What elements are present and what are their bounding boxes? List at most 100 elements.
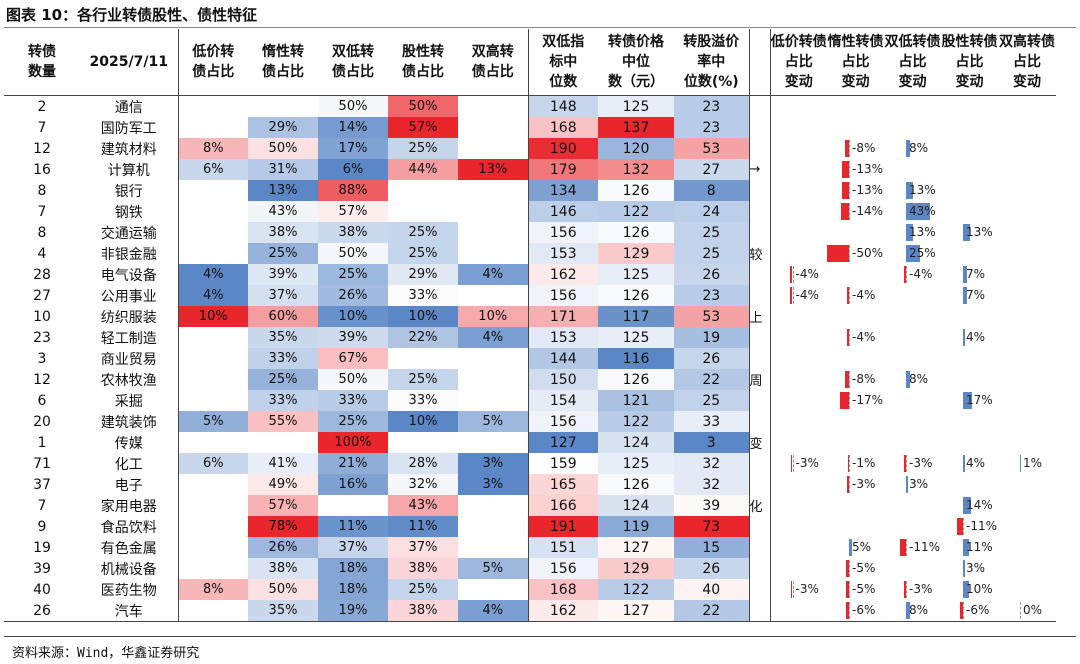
cell-prem: 53: [674, 138, 749, 159]
change-chg-idle: [827, 306, 884, 327]
change-label: -4%: [909, 267, 933, 281]
cell-stk: [388, 432, 458, 453]
change-chg-stock: 11%: [941, 537, 998, 558]
cell-dl: 38%: [318, 222, 388, 243]
change-chg-double-low: [884, 495, 941, 516]
change-bar: [963, 539, 970, 556]
side-note: [748, 180, 771, 201]
change-bar: [845, 602, 849, 619]
industry-name: 计算机: [107, 162, 150, 179]
side-note: [748, 222, 771, 243]
industry-name: 传媒: [114, 435, 143, 452]
table-row: 7 国防军工 29% 14% 57% 168 137 23: [4, 117, 1056, 138]
cell-low: 6%: [177, 159, 248, 180]
cell-dli: 156: [527, 558, 598, 579]
change-chg-stock: [941, 117, 998, 138]
change-label: -1%: [852, 456, 876, 470]
change-chg-idle: -50%: [827, 243, 884, 264]
cell-dl: 21%: [318, 453, 388, 474]
cell-low: 5%: [177, 411, 248, 432]
cell-dl: 16%: [318, 474, 388, 495]
header-double-low: 双低转 债占比: [318, 29, 388, 96]
change-chg-double-high: [998, 495, 1056, 516]
cell-low: [177, 390, 248, 411]
change-chg-double-high: [998, 390, 1056, 411]
cell-idle: 33%: [248, 390, 318, 411]
zero-line: [792, 455, 794, 472]
change-label: 4%: [966, 330, 986, 344]
cell-low: [177, 516, 248, 537]
cell-dli: 171: [527, 306, 598, 327]
change-chg-double-low: [884, 306, 941, 327]
change-chg-double-low: -3%: [884, 579, 941, 600]
change-label: -4%: [795, 288, 819, 302]
cell-prem: 25: [674, 243, 749, 264]
side-note: [748, 348, 771, 369]
change-bar: [899, 539, 906, 556]
cell-idle: 35%: [248, 600, 318, 622]
industry-name: 国防军工: [100, 120, 157, 137]
side-note: [748, 95, 771, 117]
zero-line: [849, 161, 850, 178]
change-chg-stock: [941, 180, 998, 201]
cell-dl: 6%: [318, 159, 388, 180]
table-row: 23 轻工制造 35% 39% 22% 4% 153 125 19 -4% 4%: [4, 327, 1056, 348]
industry-name: 交通运输: [100, 225, 157, 242]
industry-name: 采掘: [114, 393, 143, 410]
cell-dl: 26%: [318, 285, 388, 306]
change-chg-stock: 7%: [941, 285, 998, 306]
change-chg-idle: -8%: [827, 369, 884, 390]
cell-idle: [248, 96, 318, 118]
table-row: 40 医药生物 8% 50% 18% 25% 168 122 40 -3% -5% -3% 10%: [4, 579, 1056, 600]
cell-prem: 32: [674, 474, 749, 495]
cell-dl: 18%: [318, 558, 388, 579]
table-row: 16 计算机 6% 31% 6% 44% 13% 179 132 27 → -13%: [4, 159, 1056, 180]
cell-low: 8%: [177, 138, 248, 159]
cell-px: 126: [598, 180, 674, 201]
cell-dli: 156: [527, 285, 598, 306]
header-note: [748, 29, 771, 96]
zero-line: [849, 287, 850, 304]
cell-dh: [458, 201, 528, 222]
cell-px: 117: [598, 306, 674, 327]
cell-dli: 153: [527, 243, 598, 264]
cell-dh: 13%: [458, 159, 528, 180]
cell-idle: 25%: [248, 243, 318, 264]
change-label: 8%: [909, 372, 929, 386]
change-bar: [906, 140, 911, 157]
cell-dli: 179: [527, 159, 598, 180]
cell-prem: 40: [674, 579, 749, 600]
side-note: [748, 411, 771, 432]
change-bar: [841, 182, 849, 199]
bond-count: 7: [37, 203, 47, 220]
change-chg-double-low: 13%: [884, 180, 941, 201]
bond-count: 40: [33, 581, 51, 598]
change-chg-idle: -13%: [827, 180, 884, 201]
cell-stk: 57%: [388, 117, 458, 138]
cell-dl: 14%: [318, 117, 388, 138]
table-row: 37 电子 49% 16% 32% 3% 165 126 32 -3% 3%: [4, 474, 1056, 495]
change-label: 8%: [909, 141, 929, 155]
bond-count: 27: [33, 287, 51, 304]
cell-dli: 146: [527, 201, 598, 222]
industry-name: 家用电器: [100, 498, 157, 515]
change-chg-low: [769, 117, 827, 138]
cell-prem: 25: [674, 390, 749, 411]
industry-name: 公用事业: [100, 288, 157, 305]
bond-count: 39: [33, 560, 51, 577]
industry-name: 建筑装饰: [100, 414, 157, 431]
cell-idle: 37%: [248, 285, 318, 306]
cell-idle: 60%: [248, 306, 318, 327]
zero-line: [792, 266, 794, 283]
cell-idle: 78%: [248, 516, 318, 537]
cell-stk: 44%: [388, 159, 458, 180]
change-chg-double-low: [884, 558, 941, 579]
cell-prem: 15: [674, 537, 749, 558]
cell-prem: 53: [674, 306, 749, 327]
cell-dh: 4%: [458, 327, 528, 348]
change-chg-low: [769, 369, 827, 390]
zero-line: [849, 203, 850, 220]
change-bar: [963, 455, 966, 472]
cell-dli: 148: [527, 95, 598, 117]
change-chg-double-low: 8%: [884, 369, 941, 390]
